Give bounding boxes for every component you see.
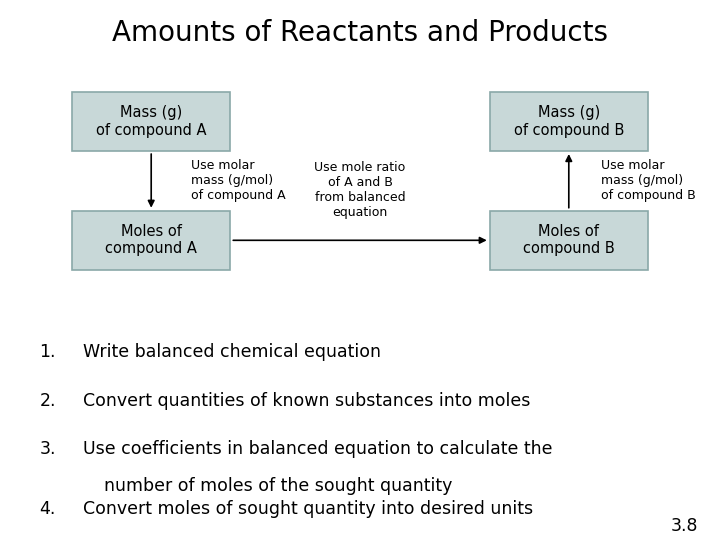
Text: Convert quantities of known substances into moles: Convert quantities of known substances i… (83, 392, 530, 409)
FancyBboxPatch shape (72, 211, 230, 270)
Text: 3.: 3. (40, 440, 56, 458)
Text: 4.: 4. (40, 500, 56, 517)
Text: Moles of
compound A: Moles of compound A (105, 224, 197, 256)
Text: 1.: 1. (40, 343, 56, 361)
FancyBboxPatch shape (490, 211, 648, 270)
Text: Mass (g)
of compound A: Mass (g) of compound A (96, 105, 207, 138)
Text: Use molar
mass (g/mol)
of compound A: Use molar mass (g/mol) of compound A (191, 159, 285, 202)
Text: Convert moles of sought quantity into desired units: Convert moles of sought quantity into de… (83, 500, 533, 517)
Text: 2.: 2. (40, 392, 56, 409)
Text: Write balanced chemical equation: Write balanced chemical equation (83, 343, 381, 361)
FancyBboxPatch shape (72, 92, 230, 151)
Text: 3.8: 3.8 (671, 517, 698, 535)
Text: number of moles of the sought quantity: number of moles of the sought quantity (104, 477, 453, 495)
Text: Moles of
compound B: Moles of compound B (523, 224, 615, 256)
Text: Use molar
mass (g/mol)
of compound B: Use molar mass (g/mol) of compound B (601, 159, 696, 202)
Text: Mass (g)
of compound B: Mass (g) of compound B (513, 105, 624, 138)
FancyBboxPatch shape (490, 92, 648, 151)
Text: Use mole ratio
of A and B
from balanced
equation: Use mole ratio of A and B from balanced … (315, 161, 405, 219)
Text: Use coefficients in balanced equation to calculate the: Use coefficients in balanced equation to… (83, 440, 552, 458)
Text: Amounts of Reactants and Products: Amounts of Reactants and Products (112, 19, 608, 47)
